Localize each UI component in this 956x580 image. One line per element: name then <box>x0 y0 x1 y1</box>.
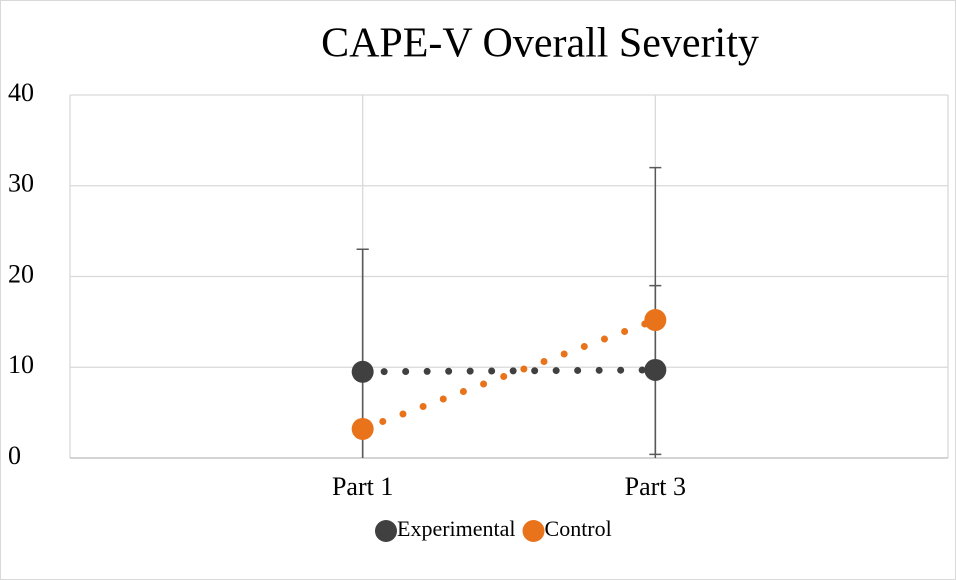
y-tick-label: 40 <box>8 78 34 107</box>
x-tick-label: Part 3 <box>625 472 686 501</box>
marker <box>351 360 374 383</box>
legend-marker <box>522 520 545 542</box>
marker <box>644 358 667 381</box>
y-tick-label: 30 <box>8 169 34 198</box>
legend-label: Experimental <box>397 516 516 541</box>
y-tick-label: 10 <box>8 350 34 379</box>
y-tick-label: 0 <box>8 441 21 470</box>
x-tick-label: Part 1 <box>332 472 393 501</box>
marker <box>644 309 667 332</box>
legend-label: Control <box>545 516 612 541</box>
marker <box>351 417 374 440</box>
y-tick-label: 20 <box>8 259 34 288</box>
legend-marker <box>375 520 397 542</box>
chart-title: CAPE-V Overall Severity <box>321 21 759 67</box>
series-line <box>359 316 659 433</box>
